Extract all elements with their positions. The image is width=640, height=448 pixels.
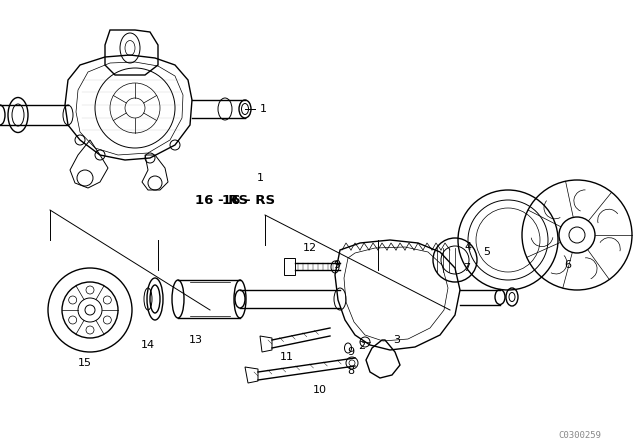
Text: 12: 12 bbox=[303, 243, 317, 253]
Text: 7: 7 bbox=[463, 263, 470, 273]
Text: 15: 15 bbox=[78, 358, 92, 368]
Text: 5: 5 bbox=[483, 247, 490, 257]
Text: C0300259: C0300259 bbox=[559, 431, 602, 439]
Text: 10: 10 bbox=[313, 385, 327, 395]
Text: 11: 11 bbox=[280, 352, 294, 362]
Text: 2: 2 bbox=[358, 341, 365, 351]
Text: 13: 13 bbox=[189, 335, 203, 345]
Text: 14: 14 bbox=[141, 340, 155, 350]
Text: 1: 1 bbox=[257, 173, 264, 183]
Text: 6: 6 bbox=[564, 260, 572, 270]
Text: 16 - RS: 16 - RS bbox=[195, 194, 248, 207]
Text: 1: 1 bbox=[260, 104, 267, 114]
Text: 9: 9 bbox=[333, 260, 340, 270]
Text: 8: 8 bbox=[348, 366, 355, 376]
Text: 16 - RS: 16 - RS bbox=[222, 194, 275, 207]
Text: 3: 3 bbox=[394, 335, 401, 345]
Text: 9: 9 bbox=[348, 347, 355, 357]
Text: 4: 4 bbox=[465, 242, 472, 252]
